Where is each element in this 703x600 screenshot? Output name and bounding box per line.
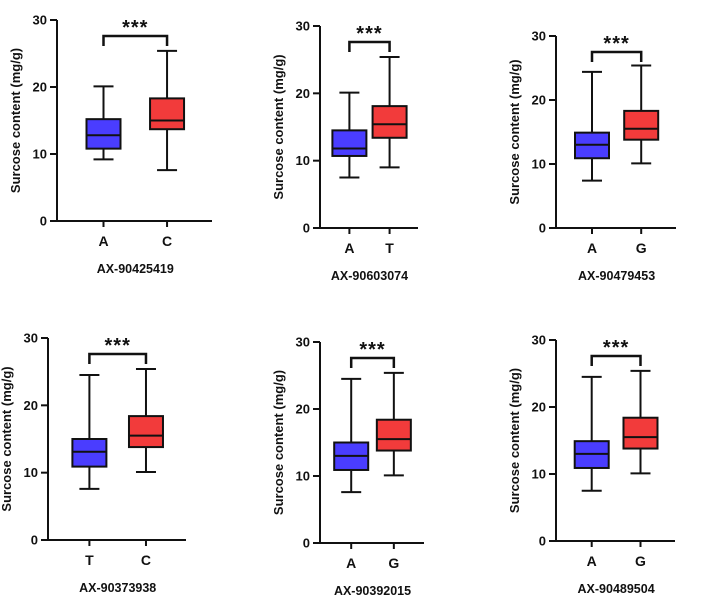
y-tick-label: 0 bbox=[539, 221, 546, 236]
significance-label: *** bbox=[122, 17, 148, 39]
x-tick-label: G bbox=[388, 555, 399, 571]
y-axis-title: Surcose content (mg/g) bbox=[8, 48, 23, 193]
x-tick-label: A bbox=[344, 240, 354, 256]
x-tick-label: T bbox=[85, 552, 94, 568]
x-axis-title: AX-90392015 bbox=[334, 584, 411, 598]
box-T bbox=[371, 55, 408, 169]
significance-bracket bbox=[88, 352, 148, 364]
y-tick-label: 20 bbox=[24, 398, 38, 413]
y-tick-label: 20 bbox=[296, 402, 310, 417]
box-iqr bbox=[375, 418, 412, 452]
box-iqr bbox=[127, 415, 164, 449]
y-tick-label: 30 bbox=[24, 331, 38, 346]
y-tick-label: 20 bbox=[532, 93, 546, 108]
significance-bracket bbox=[590, 354, 642, 366]
box-C bbox=[149, 49, 186, 172]
box-A bbox=[331, 91, 368, 179]
y-tick-label: 0 bbox=[303, 221, 310, 236]
x-axis-title: AX-90425419 bbox=[97, 262, 174, 276]
significance-bracket bbox=[590, 50, 643, 62]
box-A bbox=[333, 377, 370, 494]
box-A bbox=[85, 85, 122, 161]
box-iqr bbox=[623, 109, 660, 141]
chart-panel-6: 0 10 20 30 Surcose content (mg/g) A G AX-904895… bbox=[507, 333, 675, 596]
significance-label: *** bbox=[356, 23, 382, 45]
x-tick-label: G bbox=[636, 240, 647, 256]
box-iqr bbox=[331, 129, 368, 157]
x-axis-title: AX-90603074 bbox=[331, 269, 408, 283]
box-iqr bbox=[371, 105, 408, 139]
chart-panel-3: 0 10 20 30 Surcose content (mg/g) A G AX-904794… bbox=[507, 29, 676, 283]
box-A bbox=[573, 375, 610, 492]
chart-panel-1: 0 10 20 30 Surcose content (mg/g) A C AX-904254… bbox=[8, 13, 212, 276]
significance-bracket bbox=[102, 34, 169, 46]
x-tick-label: C bbox=[141, 552, 151, 568]
x-tick-label: A bbox=[587, 240, 597, 256]
chart-panel-5: 0 10 20 30 Surcose content (mg/g) A G AX-903920… bbox=[271, 335, 424, 598]
y-tick-label: 30 bbox=[296, 19, 310, 34]
y-axis-title: Surcose content (mg/g) bbox=[271, 54, 286, 199]
x-axis-title: AX-90373938 bbox=[79, 581, 156, 595]
y-tick-label: 10 bbox=[296, 469, 310, 484]
significance-label: *** bbox=[603, 337, 629, 359]
y-tick-label: 10 bbox=[24, 465, 38, 480]
x-axis-title: AX-90479453 bbox=[578, 269, 655, 283]
y-tick-label: 30 bbox=[532, 333, 546, 348]
chart-panel-4: 0 10 20 30 Surcose content (mg/g) T C AX-903739… bbox=[0, 331, 186, 595]
box-G bbox=[622, 369, 659, 475]
box-G bbox=[375, 371, 412, 477]
box-iqr bbox=[71, 438, 108, 468]
significance-label: *** bbox=[105, 335, 131, 357]
x-tick-label: A bbox=[346, 555, 356, 571]
box-C bbox=[127, 367, 164, 473]
y-tick-label: 0 bbox=[303, 536, 310, 551]
x-tick-label: C bbox=[162, 233, 172, 249]
y-tick-label: 30 bbox=[532, 29, 546, 44]
box-iqr bbox=[622, 416, 659, 450]
x-tick-label: A bbox=[98, 233, 108, 249]
box-iqr bbox=[149, 97, 186, 131]
box-iqr bbox=[85, 118, 122, 150]
y-tick-label: 10 bbox=[532, 157, 546, 172]
y-tick-label: 30 bbox=[33, 13, 47, 28]
y-tick-label: 0 bbox=[40, 214, 47, 229]
y-axis-title: Surcose content (mg/g) bbox=[0, 366, 14, 511]
y-axis-title: Surcose content (mg/g) bbox=[271, 370, 286, 515]
y-tick-label: 10 bbox=[532, 467, 546, 482]
y-axis-title: Surcose content (mg/g) bbox=[507, 59, 522, 204]
x-axis-title: AX-90489504 bbox=[578, 582, 655, 596]
y-tick-label: 0 bbox=[31, 533, 38, 548]
y-tick-label: 20 bbox=[33, 80, 47, 95]
y-tick-label: 0 bbox=[539, 534, 546, 549]
x-tick-label: A bbox=[587, 553, 597, 569]
box-T bbox=[71, 374, 108, 490]
y-tick-label: 20 bbox=[296, 86, 310, 101]
y-tick-label: 10 bbox=[296, 153, 310, 168]
chart-panel-2: 0 10 20 30 Surcose content (mg/g) A T AX-906030… bbox=[271, 19, 418, 283]
box-G bbox=[623, 64, 660, 165]
x-tick-label: T bbox=[385, 240, 394, 256]
y-tick-label: 20 bbox=[532, 400, 546, 415]
significance-bracket bbox=[348, 40, 391, 52]
significance-label: *** bbox=[603, 33, 629, 55]
x-tick-label: G bbox=[635, 553, 646, 569]
box-A bbox=[574, 70, 610, 182]
significance-label: *** bbox=[359, 339, 385, 361]
significance-bracket bbox=[349, 356, 396, 368]
y-axis-title: Surcose content (mg/g) bbox=[507, 368, 522, 513]
y-tick-label: 30 bbox=[296, 335, 310, 350]
y-tick-label: 10 bbox=[33, 147, 47, 162]
